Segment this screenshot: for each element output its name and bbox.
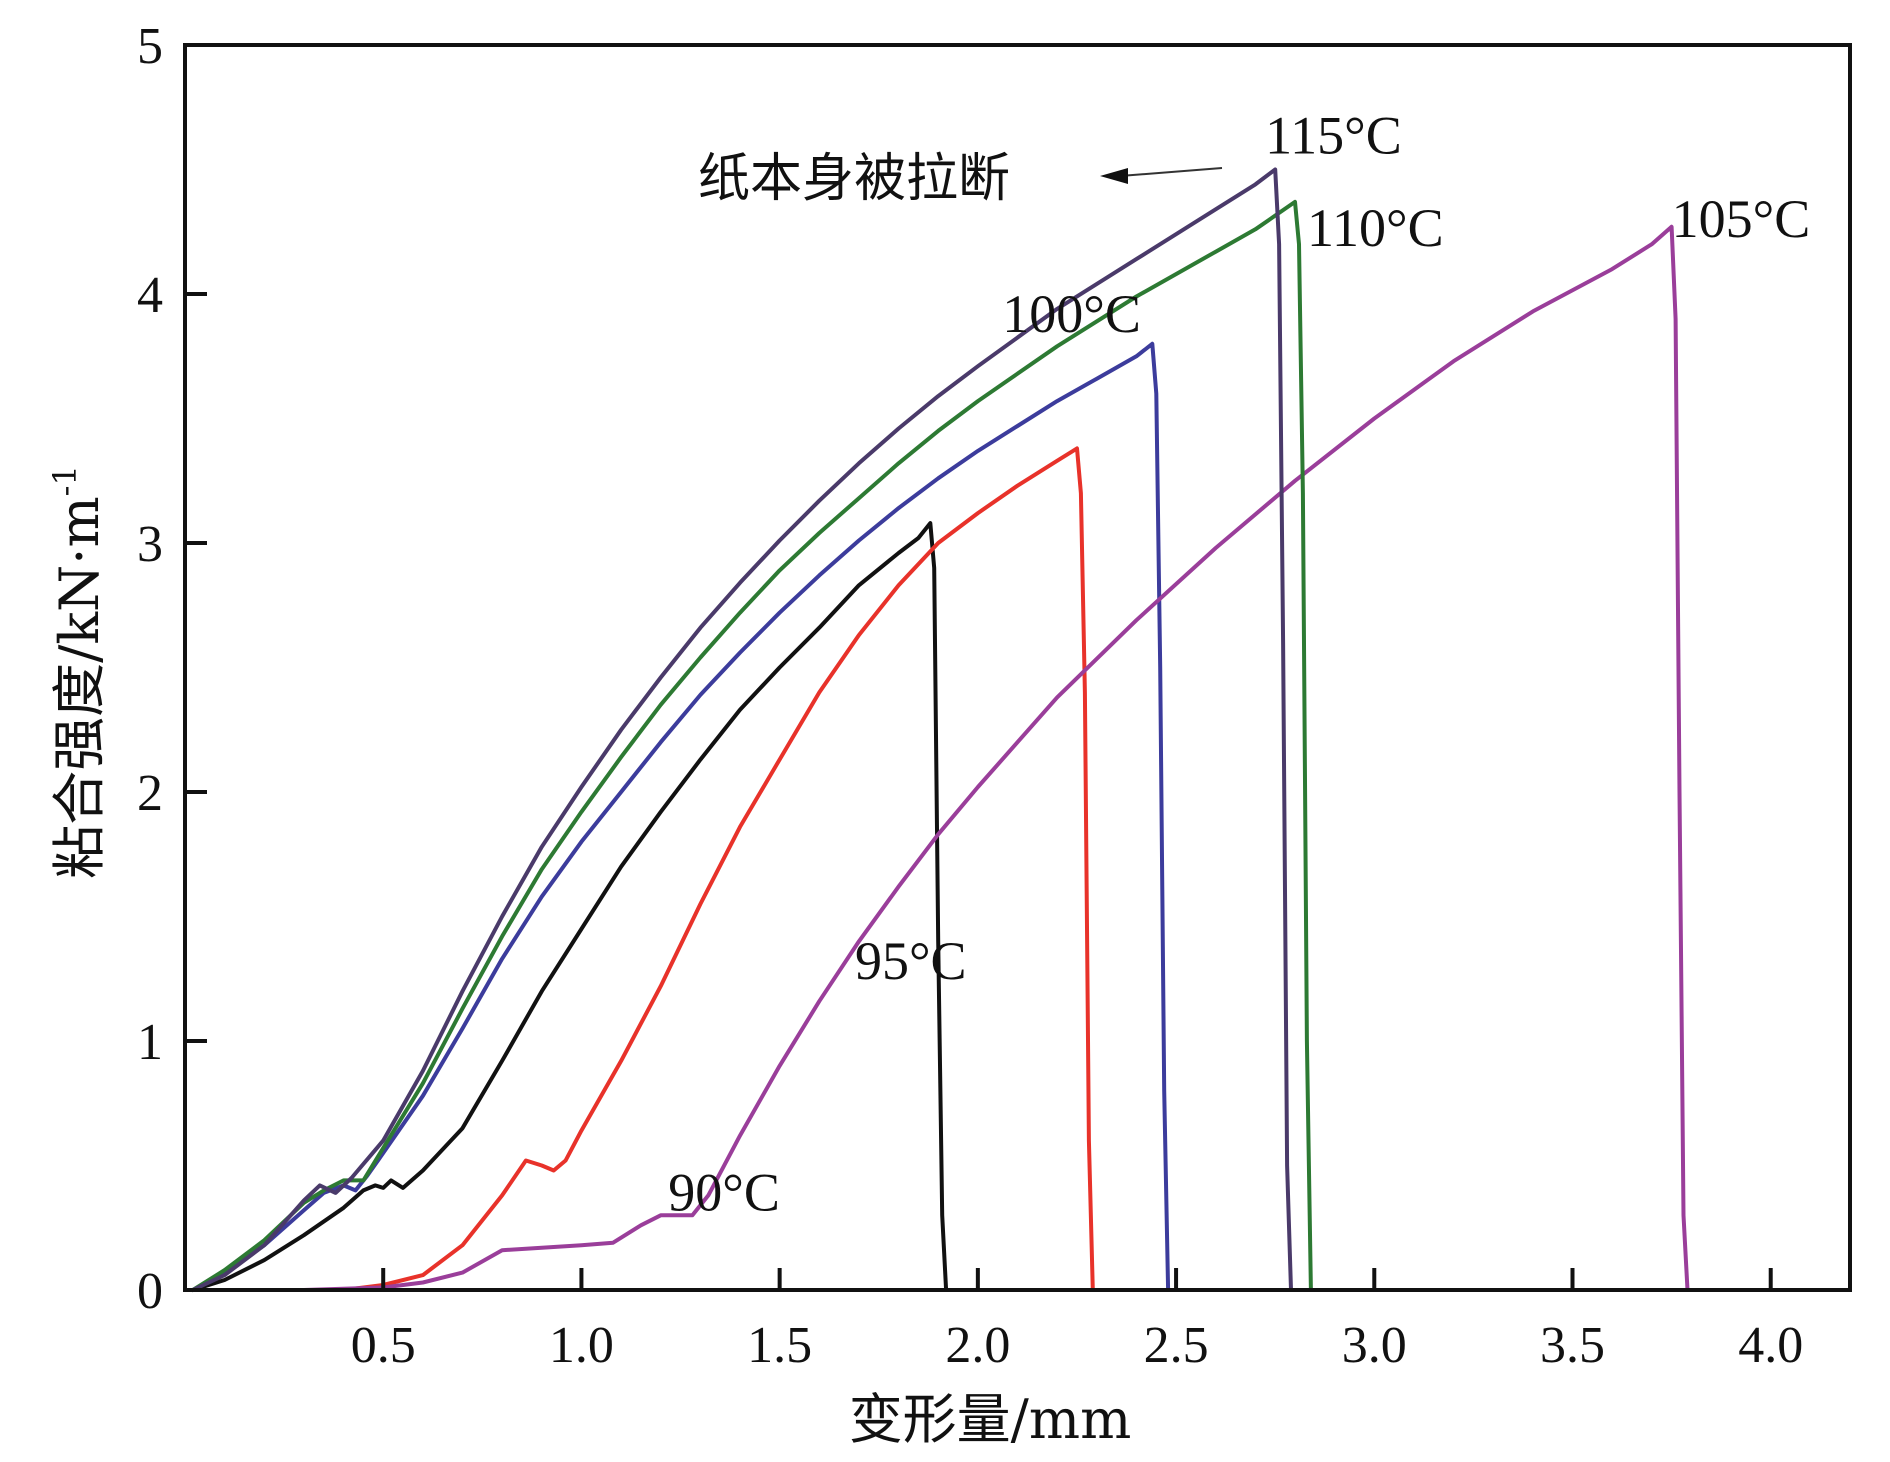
y-axis-title-main: 粘合强度/kN·m <box>48 496 111 879</box>
axis-ticks: 0.5 1.0 1.5 2.0 2.5 3.0 3.5 4.0 0 1 2 3 4 5 <box>137 18 1803 1374</box>
series-line <box>190 521 949 1292</box>
series-line <box>190 167 1293 1292</box>
plot-curves <box>190 167 1690 1292</box>
series-line <box>190 341 1171 1292</box>
plot-frame <box>183 43 1852 1292</box>
series-label: 100°C <box>1002 284 1141 344</box>
series-line <box>341 446 1095 1292</box>
series-label: 105°C <box>1672 189 1811 249</box>
annotation-arrow <box>1100 168 1128 184</box>
x-tick-label: 3.0 <box>1342 1317 1407 1374</box>
y-tick-label: 1 <box>137 1014 163 1071</box>
y-axis-title: 粘合强度/kN·m-1 <box>46 465 111 879</box>
annotation-label: 纸本身被拉断 <box>698 149 1010 209</box>
x-tick-label: 2.0 <box>945 1317 1010 1374</box>
x-tick-label: 4.0 <box>1738 1317 1803 1374</box>
annotation-group: 纸本身被拉断 <box>698 149 1223 209</box>
x-tick-label: 1.0 <box>549 1317 614 1374</box>
y-axis-title-sup: -1 <box>46 465 84 496</box>
y-tick-label: 4 <box>137 267 163 324</box>
series-label: 115°C <box>1265 106 1402 166</box>
x-tick-label: 2.5 <box>1144 1317 1209 1374</box>
series-labels: 90°C 95°C 100°C 105°C 110°C 115°C <box>668 106 1810 1223</box>
annotation-leader-line <box>1119 167 1223 177</box>
x-tick-label: 0.5 <box>351 1317 416 1374</box>
y-tick-label: 0 <box>137 1263 163 1320</box>
series-label: 90°C <box>668 1162 780 1222</box>
y-tick-label: 5 <box>137 18 163 75</box>
x-axis-title: 变形量/mm <box>849 1388 1132 1451</box>
series-label: 110°C <box>1307 198 1444 258</box>
y-tick-label: 3 <box>137 516 163 573</box>
series-line <box>301 224 1690 1292</box>
x-tick-label: 3.5 <box>1540 1317 1605 1374</box>
y-tick-label: 2 <box>137 765 163 822</box>
series-label: 95°C <box>855 931 967 991</box>
x-tick-label: 1.5 <box>747 1317 812 1374</box>
y-axis-title-group: 粘合强度/kN·m-1 <box>46 465 111 879</box>
